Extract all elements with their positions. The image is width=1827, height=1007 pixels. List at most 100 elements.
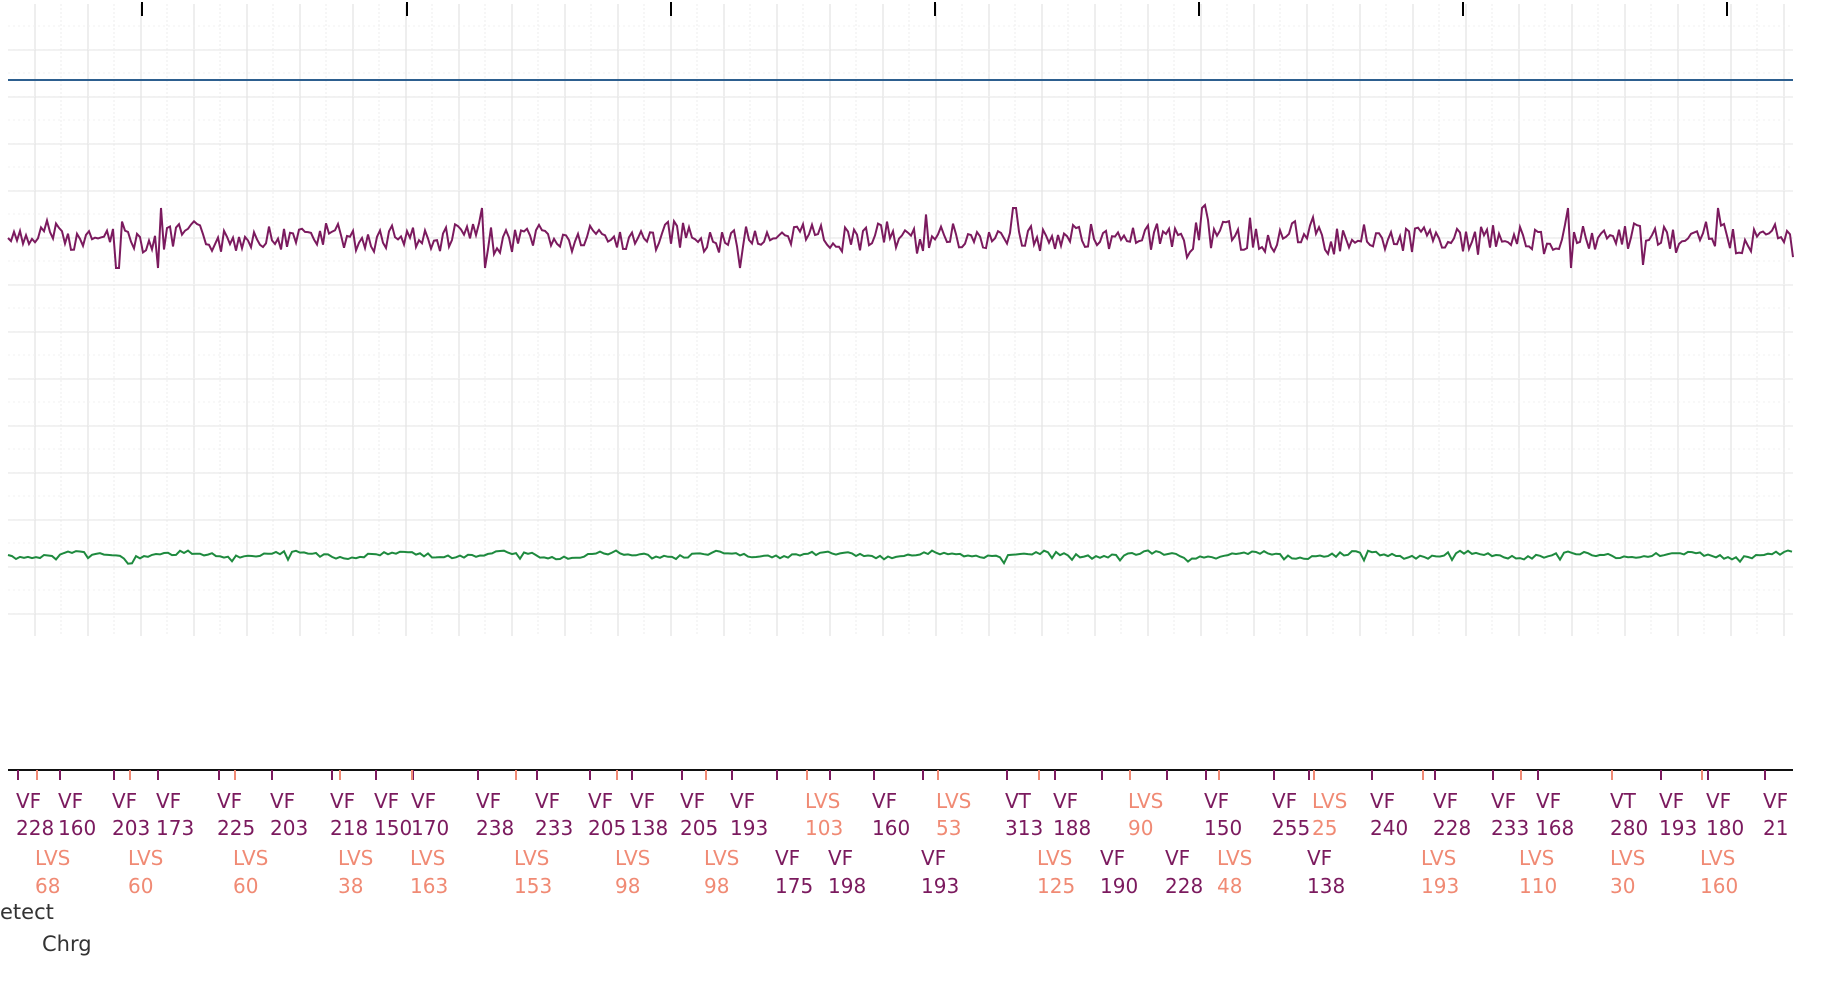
marker-code: LVS (936, 789, 971, 813)
marker-value: 138 (1307, 874, 1345, 898)
marker-code: LVS (1312, 789, 1347, 813)
marker-value: 38 (338, 874, 363, 898)
marker-code: VF (16, 789, 41, 813)
marker-value: 205 (680, 816, 718, 840)
marker-code: LVS (1217, 846, 1252, 870)
marker-value: 205 (588, 816, 626, 840)
marker-value: 68 (35, 874, 60, 898)
marker-code: LVS (1610, 846, 1645, 870)
marker-value: 138 (630, 816, 668, 840)
marker-value: 255 (1272, 816, 1310, 840)
marker-code: VF (1100, 846, 1125, 870)
marker-value: 218 (330, 816, 368, 840)
marker-value: 173 (156, 816, 194, 840)
marker-code: VF (1053, 789, 1078, 813)
marker-value: 203 (112, 816, 150, 840)
marker-code: VF (1204, 789, 1229, 813)
marker-code: VF (112, 789, 137, 813)
marker-value: 30 (1610, 874, 1635, 898)
marker-code: LVS (233, 846, 268, 870)
marker-code: LVS (1519, 846, 1554, 870)
marker-value: 110 (1519, 874, 1557, 898)
marker-value: 228 (16, 816, 54, 840)
marker-value: 193 (730, 816, 768, 840)
marker-code: VF (680, 789, 705, 813)
marker-value: 203 (270, 816, 308, 840)
marker-value: 21 (1763, 816, 1788, 840)
marker-value: 188 (1053, 816, 1091, 840)
marker-code: LVS (514, 846, 549, 870)
marker-value: 160 (1700, 874, 1738, 898)
marker-value: 98 (704, 874, 729, 898)
marker-value: 225 (217, 816, 255, 840)
marker-code: VF (374, 789, 399, 813)
marker-value: 103 (805, 816, 843, 840)
marker-code: LVS (1700, 846, 1735, 870)
marker-value: 228 (1165, 874, 1203, 898)
marker-code: VF (730, 789, 755, 813)
marker-code: LVS (338, 846, 373, 870)
marker-code: LVS (805, 789, 840, 813)
marker-value: 198 (828, 874, 866, 898)
marker-value: 193 (921, 874, 959, 898)
marker-value: 125 (1037, 874, 1075, 898)
marker-code: VF (476, 789, 501, 813)
marker-value: 238 (476, 816, 514, 840)
time-ticks (141, 2, 1728, 16)
marker-code: VF (1370, 789, 1395, 813)
marker-value: 175 (775, 874, 813, 898)
marker-code: VF (630, 789, 655, 813)
marker-value: 190 (1100, 874, 1138, 898)
marker-code: VF (1491, 789, 1516, 813)
marker-value: 233 (1491, 816, 1529, 840)
marker-value: 180 (1706, 816, 1744, 840)
marker-value: 160 (872, 816, 910, 840)
marker-value: 150 (1204, 816, 1242, 840)
marker-code: VF (1659, 789, 1684, 813)
marker-code: VF (921, 846, 946, 870)
marker-code: VF (270, 789, 295, 813)
marker-value: 90 (1128, 816, 1153, 840)
marker-value: 60 (233, 874, 258, 898)
charge-label: Chrg (42, 932, 92, 956)
marker-value: 25 (1312, 816, 1337, 840)
marker-code: VF (330, 789, 355, 813)
marker-code: VT (1005, 789, 1032, 813)
marker-code: VF (411, 789, 436, 813)
marker-code: LVS (1421, 846, 1456, 870)
grid (8, 4, 1793, 636)
marker-code: VF (1706, 789, 1731, 813)
marker-code: VF (1272, 789, 1297, 813)
marker-code: LVS (615, 846, 650, 870)
marker-value: 60 (128, 874, 153, 898)
marker-value: 280 (1610, 816, 1648, 840)
marker-annotations: VF228VF160VF203VF173VF225VF203VF218VF150… (16, 770, 1788, 898)
marker-code: VF (1307, 846, 1332, 870)
marker-code: LVS (1037, 846, 1072, 870)
marker-value: 193 (1421, 874, 1459, 898)
marker-code: VF (156, 789, 181, 813)
marker-value: 53 (936, 816, 961, 840)
marker-value: 313 (1005, 816, 1043, 840)
detect-label: etect (0, 900, 54, 924)
marker-code: VF (828, 846, 853, 870)
marker-value: 240 (1370, 816, 1408, 840)
marker-code: LVS (128, 846, 163, 870)
marker-code: VF (1536, 789, 1561, 813)
middle-trace (7, 202, 1794, 269)
marker-code: LVS (1128, 789, 1163, 813)
marker-code: LVS (704, 846, 739, 870)
marker-code: VF (872, 789, 897, 813)
marker-value: 153 (514, 874, 552, 898)
marker-code: VT (1610, 789, 1637, 813)
marker-value: 228 (1433, 816, 1471, 840)
marker-code: VF (588, 789, 613, 813)
marker-value: 233 (535, 816, 573, 840)
marker-code: VF (535, 789, 560, 813)
marker-value: 168 (1536, 816, 1574, 840)
marker-code: VF (58, 789, 83, 813)
marker-code: VF (1433, 789, 1458, 813)
marker-code: VF (1165, 846, 1190, 870)
marker-code: LVS (35, 846, 70, 870)
